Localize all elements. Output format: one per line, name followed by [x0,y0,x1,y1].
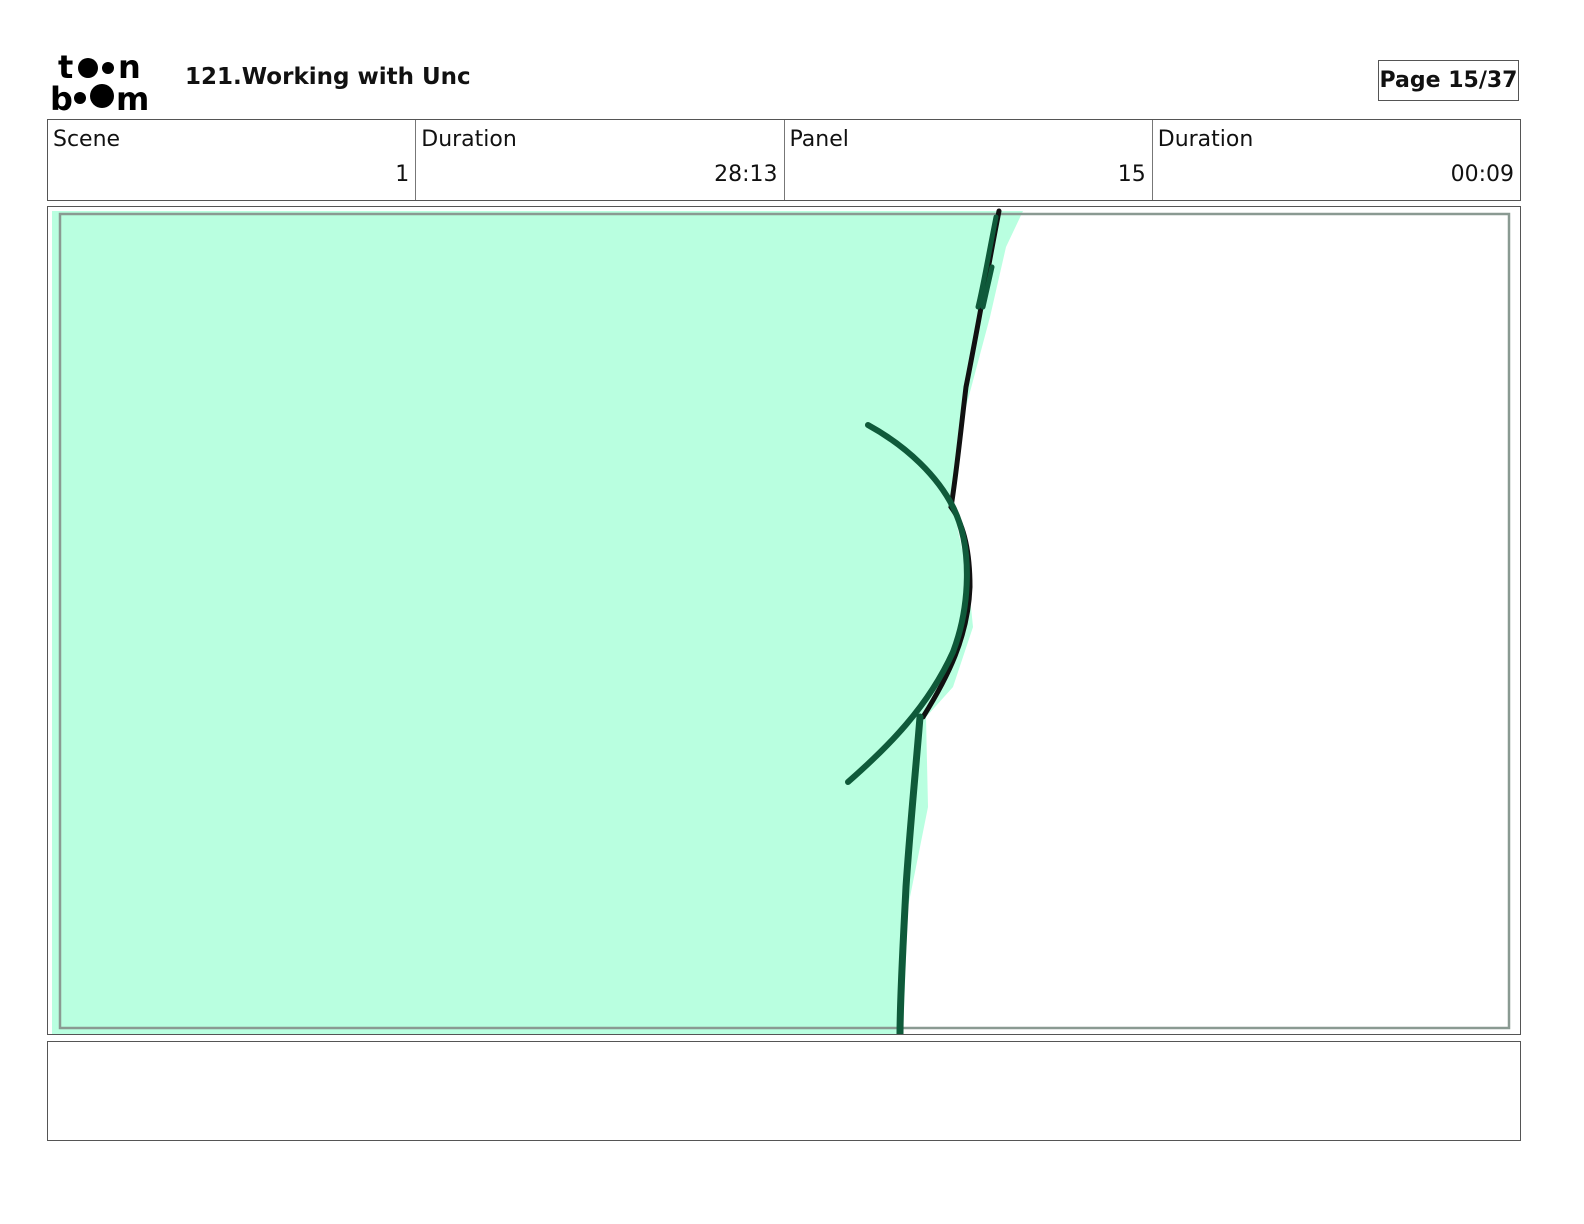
panel-label: Panel [789,127,849,152]
page-indicator: Page 15/37 [1378,60,1519,101]
scene-duration-value: 28:13 [714,162,778,187]
lower-vertical-stroke [896,713,924,1034]
storyboard-panel-image [47,206,1521,1035]
scene-value: 1 [395,162,410,187]
svg-text:n: n [118,50,141,86]
panel-notes-box [47,1041,1521,1141]
svg-text:t: t [58,50,73,86]
outline-stroke-green-upper [975,214,999,310]
panel-duration-label: Duration [1157,127,1254,152]
panel-value: 15 [1117,162,1146,187]
camera-frame [58,212,1511,1030]
storyboard-title: 121.Working with Unc [185,64,471,90]
panel-duration-value: 00:09 [1450,162,1514,187]
scene-cell: Scene 1 [48,120,417,200]
panel-drawing [52,208,1511,1034]
scene-label: Scene [53,127,121,152]
svg-text:m: m [116,80,149,112]
mint-fill-area [52,211,1023,1034]
info-table: Scene 1 Duration 28:13 Panel 15 Duration 00:… [47,119,1521,201]
panel-cell: Panel 15 [785,120,1153,200]
scene-duration-cell: Duration 28:13 [416,120,785,200]
panel-duration-cell: Duration 00:09 [1153,120,1520,200]
toon-boom-logo: t n b m [50,50,149,112]
svg-text:b: b [50,80,73,112]
scene-duration-label: Duration [421,127,517,152]
arc-stroke [845,422,970,785]
